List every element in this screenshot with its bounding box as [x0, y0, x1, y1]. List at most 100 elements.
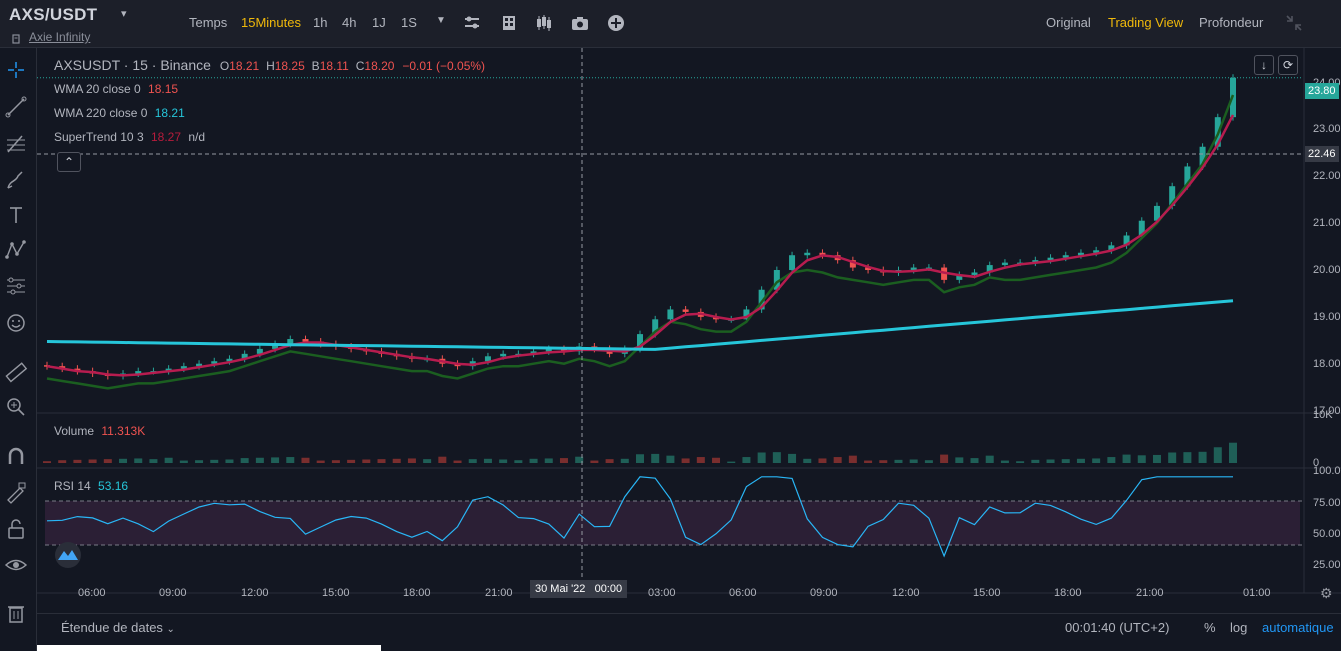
volume-bar [666, 455, 675, 463]
view-original[interactable]: Original [1046, 15, 1091, 30]
camera-icon[interactable] [571, 14, 589, 32]
lock-icon[interactable] [4, 517, 28, 541]
volume-bar [803, 458, 812, 463]
candle [530, 351, 537, 354]
volume-bar [620, 458, 629, 463]
trash-icon[interactable] [4, 601, 28, 625]
fib-icon[interactable] [4, 132, 28, 156]
wma20-legend[interactable]: WMA 20 close 0 18.15 [54, 82, 178, 96]
volume-bar [164, 457, 173, 463]
candle [196, 363, 203, 367]
zoom-icon[interactable] [4, 395, 28, 419]
add-icon[interactable] [607, 14, 625, 32]
measure-icon[interactable] [4, 274, 28, 298]
log-toggle[interactable]: log [1230, 620, 1248, 635]
tab-1s[interactable]: 1S [401, 15, 417, 30]
eye-icon[interactable] [4, 553, 28, 577]
candle-style-icon[interactable] [535, 14, 553, 32]
settings-gear-icon[interactable]: ⚙ [1320, 585, 1333, 601]
volume-bar [1137, 455, 1146, 463]
candle [773, 270, 780, 290]
text-icon[interactable] [4, 203, 28, 227]
indicator-settings-icon[interactable] [463, 14, 481, 32]
candle [500, 353, 507, 357]
crosshair-time-tag: 30 Mai '22 00:00 [530, 580, 628, 598]
time-tick: 06:00 [78, 587, 106, 599]
lock-draw-icon[interactable] [4, 480, 28, 504]
volume-bar [651, 453, 660, 463]
volume-bar [1016, 461, 1025, 463]
ruler-icon[interactable] [4, 360, 28, 384]
emoji-icon[interactable] [4, 311, 28, 335]
download-icon[interactable]: ↓ [1254, 55, 1274, 75]
candle [287, 339, 294, 344]
indicators-icon[interactable] [500, 14, 518, 32]
legend-low-label: B [311, 59, 320, 73]
volume-tick: 0 [1313, 457, 1320, 469]
chevron-down-icon: ⌄ [166, 624, 175, 635]
volume-bar [453, 460, 462, 463]
percent-toggle[interactable]: % [1204, 620, 1216, 635]
volume-bar [955, 457, 964, 463]
symbol-title[interactable]: AXS/USDT [9, 5, 98, 24]
top-bar: AXS/USDT ▾ Axie Infinity Temps 15Minutes… [0, 0, 1341, 48]
time-tick: 12:00 [892, 587, 920, 599]
tab-1h[interactable]: 1h [313, 15, 328, 30]
auto-toggle[interactable]: automatique [1262, 620, 1334, 635]
tab-temps[interactable]: Temps [189, 15, 228, 30]
magnet-icon[interactable] [4, 444, 28, 468]
candle [165, 368, 172, 372]
tab-15minutes[interactable]: 15Minutes [241, 15, 301, 30]
volume-bar [316, 460, 325, 463]
collapse-legend-button[interactable]: ⌃ [57, 152, 81, 172]
drawing-toolbar [0, 48, 37, 651]
volume-bar [362, 459, 371, 463]
time-tick: 03:00 [648, 587, 676, 599]
price-chart[interactable] [37, 48, 1341, 613]
volume-bar [696, 457, 705, 463]
scrollbar[interactable] [37, 645, 381, 651]
candle [1169, 186, 1176, 206]
pattern-icon[interactable] [4, 238, 28, 262]
volume-bar [742, 457, 751, 463]
volume-bar [1092, 458, 1101, 463]
candle [652, 319, 659, 335]
crosshair-icon[interactable] [4, 58, 28, 82]
candle [637, 334, 643, 349]
brush-icon[interactable] [4, 168, 28, 192]
candle [241, 353, 248, 359]
collapse-icon[interactable] [1285, 14, 1303, 32]
rsi-tick: 75.00 [1313, 497, 1341, 509]
refresh-icon[interactable]: ⟳ [1278, 55, 1298, 75]
timeframe-more-icon[interactable]: ▼ [436, 15, 446, 26]
time-tick: 21:00 [485, 587, 513, 599]
rsi-tick: 50.00 [1313, 528, 1341, 540]
volume-bar [103, 459, 112, 463]
volume-bar [590, 460, 599, 463]
tab-4h[interactable]: 4h [342, 15, 357, 30]
symbol-dropdown-icon[interactable]: ▾ [121, 8, 127, 20]
date-range-button[interactable]: Étendue de dates ⌄ [61, 620, 175, 635]
clock[interactable]: 00:01:40 (UTC+2) [1065, 620, 1170, 635]
volume-bar [347, 459, 356, 463]
wma220-legend[interactable]: WMA 220 close 0 18.21 [54, 106, 185, 120]
supertrend-legend[interactable]: SuperTrend 10 3 18.27 n/d [54, 130, 205, 144]
symbol-subtitle-link[interactable]: Axie Infinity [29, 30, 91, 44]
tradingview-logo[interactable] [53, 542, 83, 568]
volume-bar [1031, 459, 1040, 463]
volume-bar [210, 459, 219, 463]
tab-1j[interactable]: 1J [372, 15, 386, 30]
wma220-label: WMA 220 close 0 [54, 106, 148, 120]
candle [302, 339, 309, 342]
trendline-icon[interactable] [4, 95, 28, 119]
candle [1123, 235, 1130, 246]
volume-bar [179, 460, 188, 463]
wma220-value: 18.21 [154, 106, 185, 120]
rsi-tick: 100.00 [1313, 465, 1341, 477]
view-profondeur[interactable]: Profondeur [1199, 15, 1264, 30]
view-trading-view[interactable]: Trading View [1108, 15, 1184, 30]
crosshair-price-tag: 22.46 [1305, 146, 1339, 162]
candle [1062, 255, 1069, 258]
legend-change: −0.01 (−0.05%) [402, 59, 486, 73]
volume-bar [757, 452, 766, 463]
